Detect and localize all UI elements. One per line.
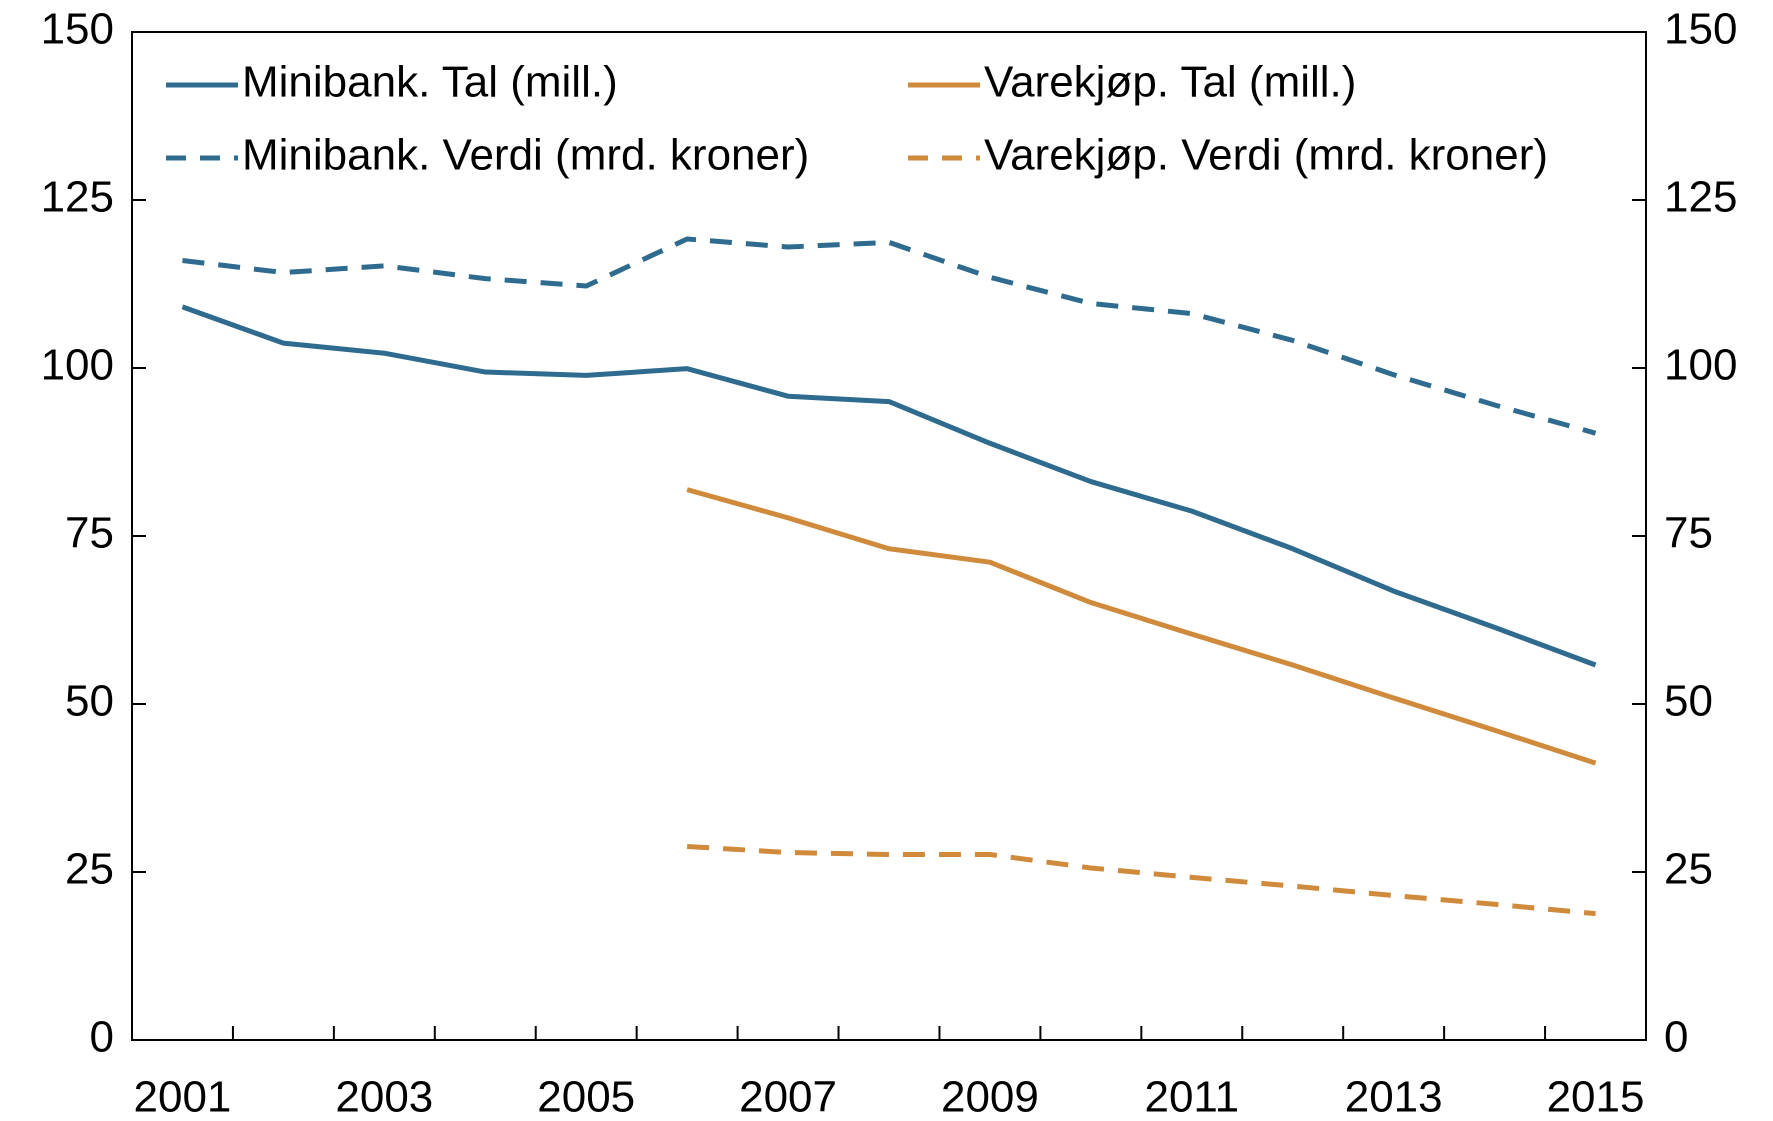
- x-tick-label: 2003: [335, 1073, 433, 1121]
- y-tick-label: 50: [65, 677, 114, 726]
- legend-label: Minibank. Verdi (mrd. kroner): [242, 131, 809, 180]
- y2-tick-label: 75: [1664, 509, 1713, 558]
- series-line: [182, 236, 1597, 436]
- y-tick-label: 75: [65, 509, 114, 558]
- legend-label: Varekjøp. Verdi (mrd. kroner): [984, 131, 1548, 180]
- y2-tick-label: 50: [1664, 677, 1713, 726]
- y-tick-label: 150: [41, 5, 114, 54]
- x-tick-label: 2015: [1547, 1073, 1645, 1121]
- legend-label: Minibank. Tal (mill.): [242, 58, 618, 107]
- y2-tick-label: 0: [1664, 1013, 1688, 1062]
- y-tick-label: 0: [90, 1013, 114, 1062]
- y-tick-label: 25: [65, 845, 114, 894]
- y2-tick-label: 125: [1664, 173, 1737, 222]
- y2-tick-label: 100: [1664, 341, 1737, 390]
- series-line: [181, 304, 1597, 668]
- y-tick-label: 125: [41, 173, 114, 222]
- legend-label: Varekjøp. Tal (mill.): [984, 58, 1356, 107]
- x-tick-label: 2011: [1144, 1073, 1239, 1121]
- y-tick-label: 100: [41, 341, 114, 390]
- plot-frame: [131, 31, 1647, 1041]
- x-tick-label: 2013: [1345, 1073, 1443, 1121]
- x-tick-label: 2001: [134, 1073, 232, 1121]
- y2-tick-label: 150: [1664, 5, 1737, 54]
- series-line: [686, 487, 1597, 766]
- x-tick-label: 2005: [537, 1073, 635, 1121]
- x-tick-label: 2009: [941, 1073, 1039, 1121]
- series-line: [686, 843, 1596, 917]
- y2-tick-label: 25: [1664, 845, 1713, 894]
- x-tick-label: 2007: [739, 1073, 837, 1121]
